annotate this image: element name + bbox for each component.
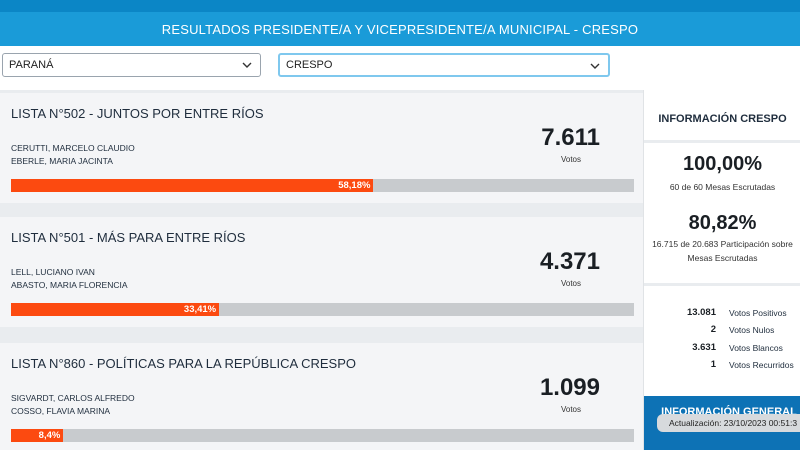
divider — [644, 283, 800, 286]
percent-label: 58,18% — [338, 180, 371, 191]
stat-value: 2 — [710, 324, 716, 335]
lista-title: LISTA N°502 - JUNTOS POR ENTRE RÍOS — [11, 106, 264, 121]
lista-title: LISTA N°501 - MÁS PARA ENTRE RÍOS — [11, 230, 246, 245]
stat-label: Votos Recurridos — [729, 360, 794, 370]
candidate-president: CERUTTI, MARCELO CLAUDIO — [11, 143, 135, 153]
results-panel: LISTA N°502 - JUNTOS POR ENTRE RÍOS CERU… — [0, 90, 643, 450]
department-select-value: PARANÁ — [9, 59, 54, 71]
votes-count: 7.611 — [541, 124, 600, 151]
stat-value: 1 — [710, 359, 716, 370]
candidate-president: LELL, LUCIANO IVAN — [11, 267, 95, 277]
result-card: LISTA N°502 - JUNTOS POR ENTRE RÍOS CERU… — [0, 93, 643, 203]
votes-label: Votos — [560, 405, 581, 414]
result-card: LISTA N°501 - MÁS PARA ENTRE RÍOS LELL, … — [0, 217, 643, 327]
stat-label: Votos Nulos — [729, 325, 775, 335]
candidate-vice: ABASTO, MARIA FLORENCIA — [11, 280, 128, 290]
percent-bar: 58,18% — [11, 179, 634, 192]
percent-bar: 8,4% — [11, 429, 634, 442]
votes-label: Votos — [560, 155, 581, 164]
sidebar-title: INFORMACIÓN CRESPO — [658, 113, 787, 125]
percent-bar-fill: 33,41% — [11, 303, 220, 316]
result-card: LISTA N°860 - POLÍTICAS PARA LA REPÚBLIC… — [0, 343, 643, 450]
chevron-down-icon — [242, 62, 252, 68]
participation-text-2: Mesas Escrutadas — [687, 253, 758, 263]
chevron-down-icon — [590, 63, 600, 69]
last-update-badge: Actualización: 23/10/2023 00:51:3 — [657, 414, 800, 432]
percent-label: 8,4% — [38, 430, 61, 441]
top-strip — [0, 0, 800, 12]
participation-text: 16.715 de 20.683 Participación sobre — [652, 239, 793, 249]
lista-title: LISTA N°860 - POLÍTICAS PARA LA REPÚBLIC… — [11, 356, 357, 371]
locality-select-value: CRESPO — [286, 59, 333, 71]
stat-label: Votos Positivos — [729, 308, 787, 318]
percent-bar: 33,41% — [11, 303, 634, 316]
locality-select[interactable]: CRESPO — [278, 53, 610, 77]
department-select[interactable]: PARANÁ — [2, 53, 261, 77]
stat-votos-positivos: 13.081 Votos Positivos — [644, 307, 800, 323]
divider — [644, 140, 800, 143]
stat-votos-nulos: 2 Votos Nulos — [644, 324, 800, 340]
stat-value: 3.631 — [692, 342, 716, 353]
page-title: RESULTADOS PRESIDENTE/A Y VICEPRESIDENTE… — [0, 12, 800, 46]
mesas-text: 60 de 60 Mesas Escrutadas — [669, 182, 776, 192]
info-sidebar: INFORMACIÓN CRESPO 100,00% 60 de 60 Mesa… — [643, 90, 800, 450]
stat-votos-recurridos: 1 Votos Recurridos — [644, 359, 800, 375]
stat-votos-blancos: 3.631 Votos Blancos — [644, 342, 800, 358]
candidate-president: SIGVARDT, CARLOS ALFREDO — [11, 393, 135, 403]
percent-bar-fill: 8,4% — [11, 429, 64, 442]
mesas-percent: 100,00% — [683, 153, 762, 175]
votes-count: 1.099 — [539, 374, 600, 401]
percent-label: 33,41% — [183, 304, 217, 315]
candidate-vice: EBERLE, MARIA JACINTA — [11, 156, 113, 166]
stat-value: 13.081 — [686, 307, 716, 318]
candidate-vice: COSSO, FLAVIA MARINA — [11, 406, 111, 416]
votes-count: 4.371 — [539, 248, 600, 275]
participation-percent: 80,82% — [688, 212, 757, 234]
stat-label: Votos Blancos — [729, 343, 783, 353]
percent-bar-fill: 58,18% — [11, 179, 374, 192]
votes-label: Votos — [560, 279, 581, 288]
